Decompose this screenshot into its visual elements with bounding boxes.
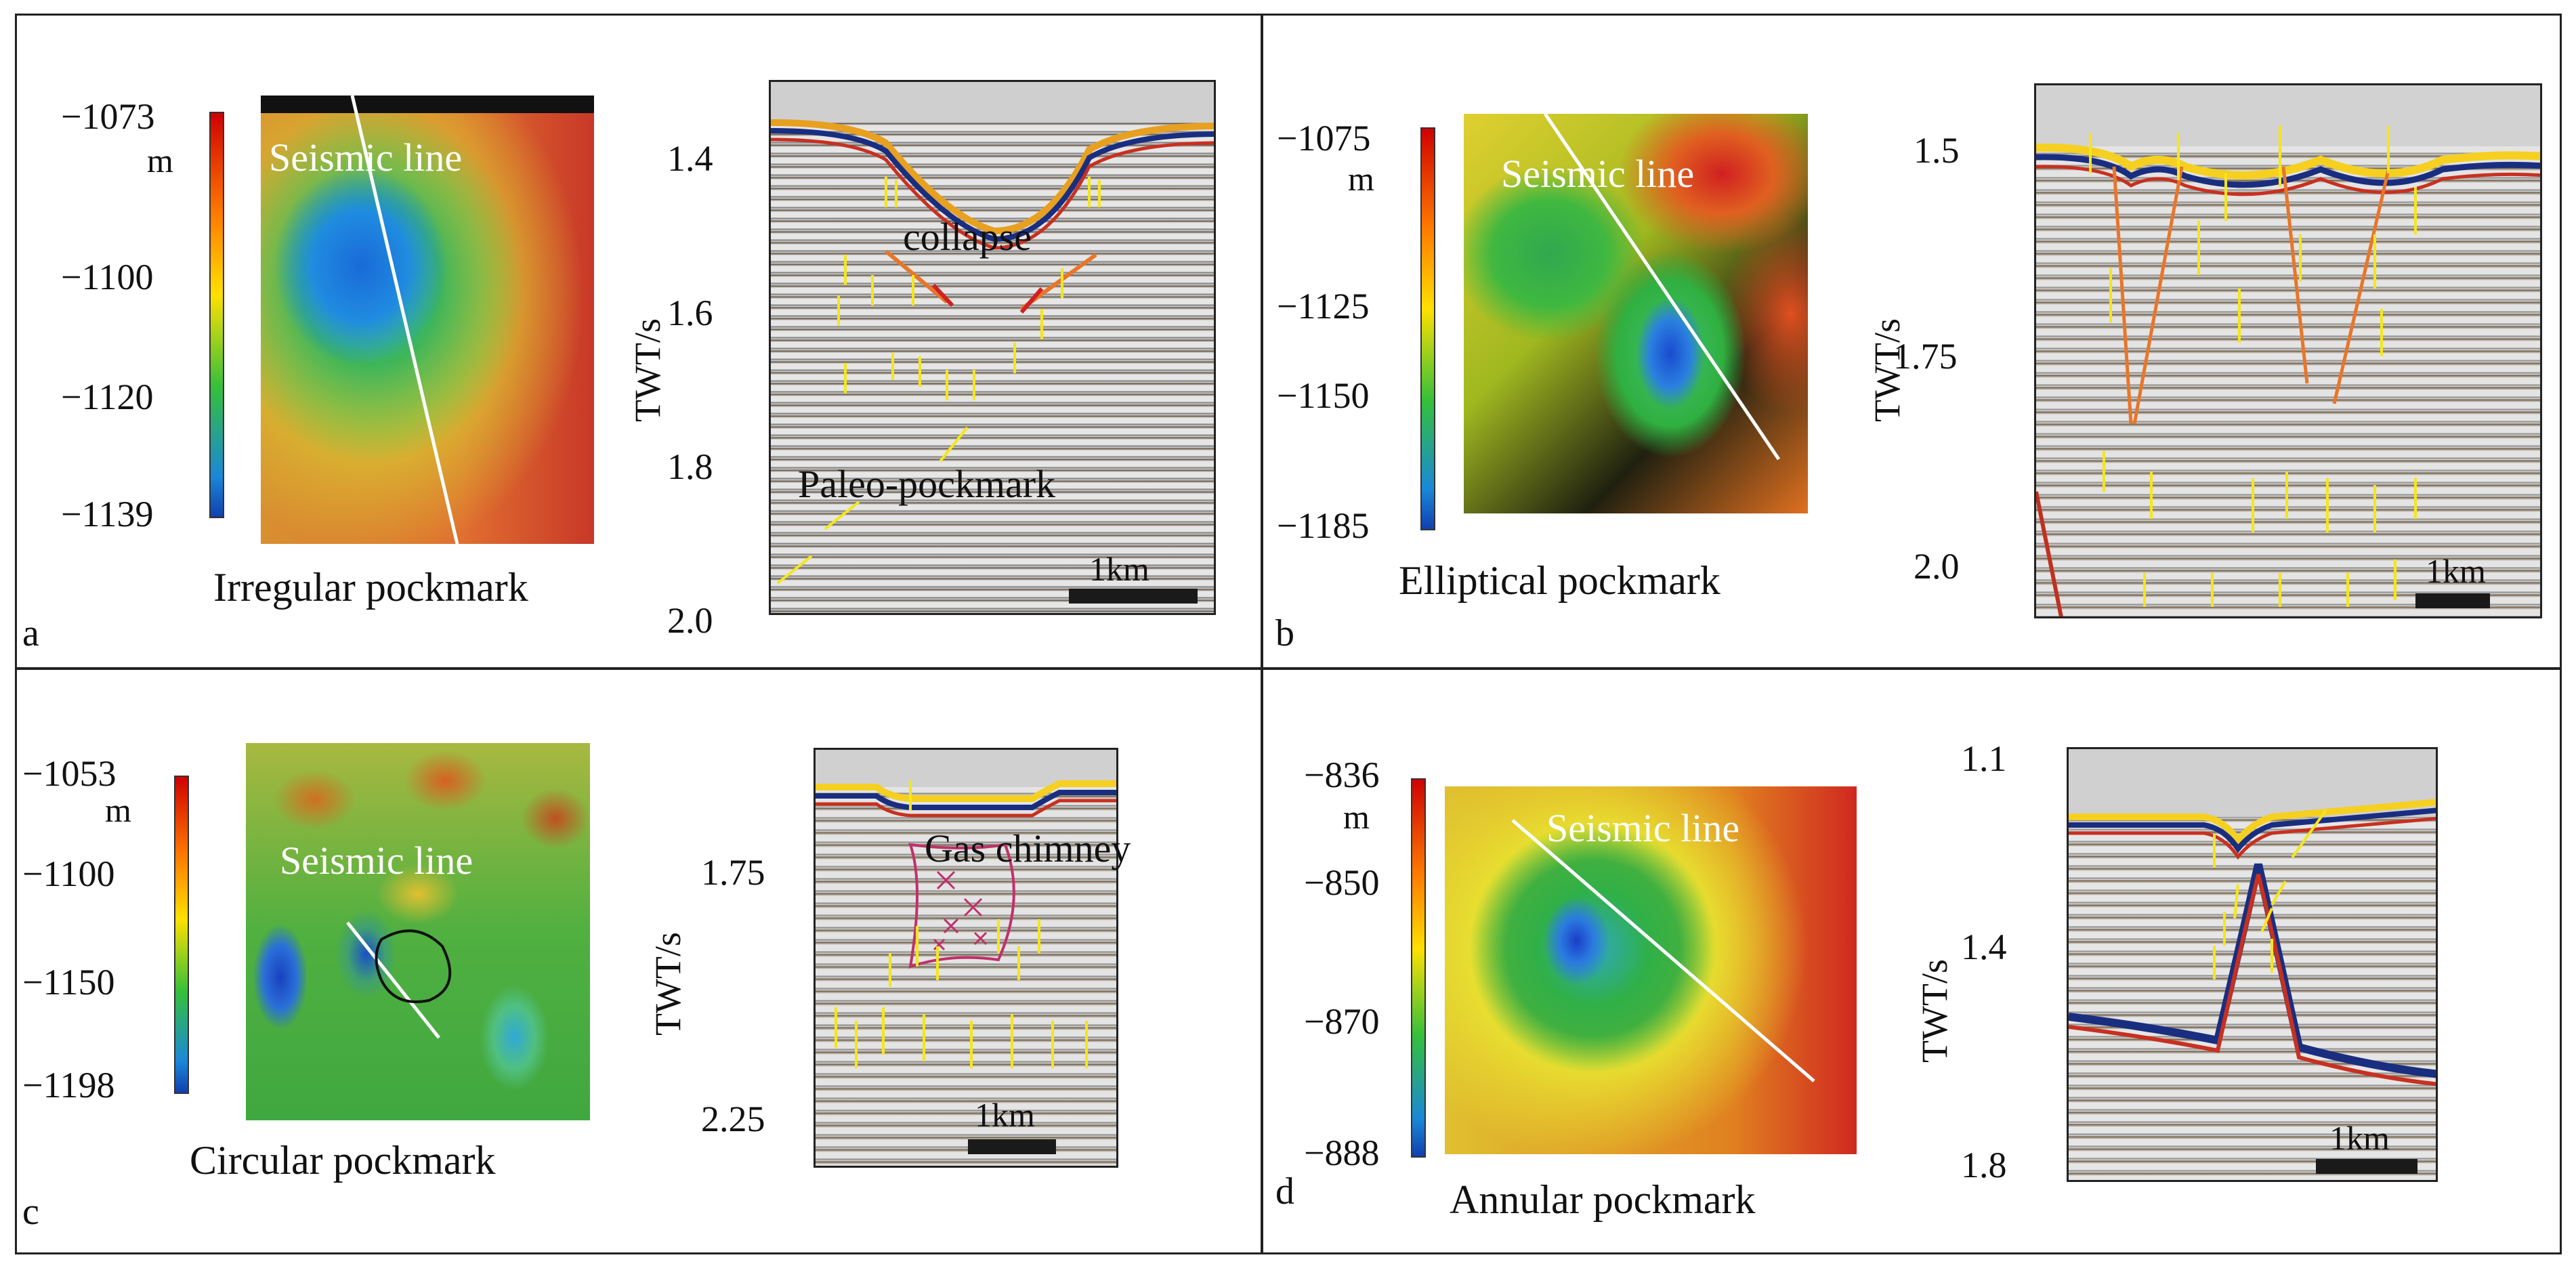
panel-b: −1075 m −1125 −1150 −1185 Seismic line E… <box>1261 14 2562 669</box>
axis-tick: 1.8 <box>667 446 713 487</box>
scale-label: 1km <box>2426 552 2486 590</box>
panel-caption: Circular pockmark <box>190 1138 496 1183</box>
seismic-line-c <box>346 921 452 1039</box>
axis-label: TWT/s <box>1914 959 1955 1063</box>
axis-tick: 2.0 <box>1914 546 1960 587</box>
colorbar-tick: −1073 <box>61 96 155 137</box>
scale-bar <box>2415 593 2490 608</box>
seismic-line-a <box>350 96 459 544</box>
colorbar-tick: −1150 <box>22 962 115 1002</box>
colorbar-tick: −1100 <box>22 853 115 894</box>
panel-letter: b <box>1275 612 1294 654</box>
panel-caption: Annular pockmark <box>1450 1177 1756 1222</box>
seismic-section-d: 1km <box>2067 747 2438 1182</box>
colorbar-tick: −1150 <box>1277 375 1370 416</box>
colorbar-b <box>1420 127 1435 530</box>
colorbar-tick: −870 <box>1304 1001 1380 1042</box>
colorbar-c <box>174 776 189 1094</box>
panel-letter: c <box>22 1191 39 1233</box>
colorbar-unit: m <box>105 791 131 829</box>
panel-caption: Elliptical pockmark <box>1399 558 1720 603</box>
colorbar-tick: −836 <box>1304 755 1380 795</box>
colorbar-unit: m <box>147 142 173 179</box>
colorbar-tick: −1120 <box>61 377 154 417</box>
colorbar-tick: −1100 <box>61 257 154 297</box>
panel-d: −836 m −850 −870 −888 Seismic line Annul… <box>1261 668 2562 1254</box>
panel-letter: d <box>1275 1170 1294 1212</box>
scale-bar <box>968 1139 1056 1154</box>
axis-tick: 2.0 <box>667 600 713 641</box>
seismic-line-label: Seismic line <box>1501 152 1695 196</box>
seismic-section-c: 1km <box>814 748 1118 1168</box>
axis-label: TWT/s <box>648 932 688 1036</box>
axis-tick: 1.4 <box>1961 927 2007 967</box>
seismic-line-label: Seismic line <box>280 839 473 883</box>
axis-tick: 1.75 <box>1893 336 1958 377</box>
depth-map-b: Seismic line <box>1464 114 1808 513</box>
scale-bar <box>1069 589 1198 604</box>
colorbar-tick: −1125 <box>1277 286 1370 326</box>
axis-tick: 2.25 <box>701 1099 765 1139</box>
colorbar-tick: −1185 <box>1277 505 1370 546</box>
axis-tick: 1.75 <box>701 852 765 893</box>
seismic-line-label: Seismic line <box>1546 806 1740 850</box>
depth-map-d: Seismic line <box>1445 786 1857 1154</box>
depth-map-a: Seismic line <box>261 96 594 544</box>
seismic-line-b <box>1543 114 1781 461</box>
axis-tick: 1.5 <box>1914 130 1960 171</box>
annotation-paleo-pockmark: Paleo-pockmark <box>798 462 1056 506</box>
seismic-line-label: Seismic line <box>269 135 463 179</box>
colorbar-tick: −1198 <box>22 1065 115 1105</box>
panel-c: −1053 m −1100 −1150 −1198 Seismic line C… <box>15 668 1263 1254</box>
colorbar-d <box>1411 778 1426 1158</box>
annotation-gas-chimney: Gas chimney <box>925 826 1131 870</box>
colorbar-tick: −888 <box>1304 1133 1380 1173</box>
colorbar-a <box>209 112 224 518</box>
colorbar-tick: −1075 <box>1277 118 1371 158</box>
scale-label: 1km <box>1089 550 1149 588</box>
colorbar-tick: −1053 <box>22 753 117 794</box>
colorbar-tick: −1139 <box>61 494 154 534</box>
seismic-line-d <box>1511 819 1815 1082</box>
seismic-section-a: collapse Paleo-pockmark 1km <box>769 80 1216 615</box>
axis-label: TWT/s <box>627 318 668 422</box>
annotation-collapse: collapse <box>903 215 1032 259</box>
axis-tick: 1.6 <box>667 293 713 333</box>
panel-letter: a <box>22 612 39 654</box>
axis-tick: 1.8 <box>1961 1145 2007 1185</box>
panel-a: −1073 m −1100 −1120 −1139 Seismic line I… <box>15 14 1263 669</box>
scale-label: 1km <box>975 1096 1035 1134</box>
depth-map-c: Seismic line <box>246 743 590 1120</box>
colorbar-tick: −850 <box>1304 862 1380 903</box>
colorbar-unit: m <box>1343 798 1370 836</box>
scale-label: 1km <box>2329 1119 2390 1157</box>
scale-bar <box>2316 1159 2417 1174</box>
axis-tick: 1.1 <box>1961 738 2007 779</box>
axis-tick: 1.4 <box>667 138 713 179</box>
colorbar-unit: m <box>1348 160 1374 198</box>
seismic-section-b: 1km <box>2034 83 2542 618</box>
panel-caption: Irregular pockmark <box>213 565 528 610</box>
